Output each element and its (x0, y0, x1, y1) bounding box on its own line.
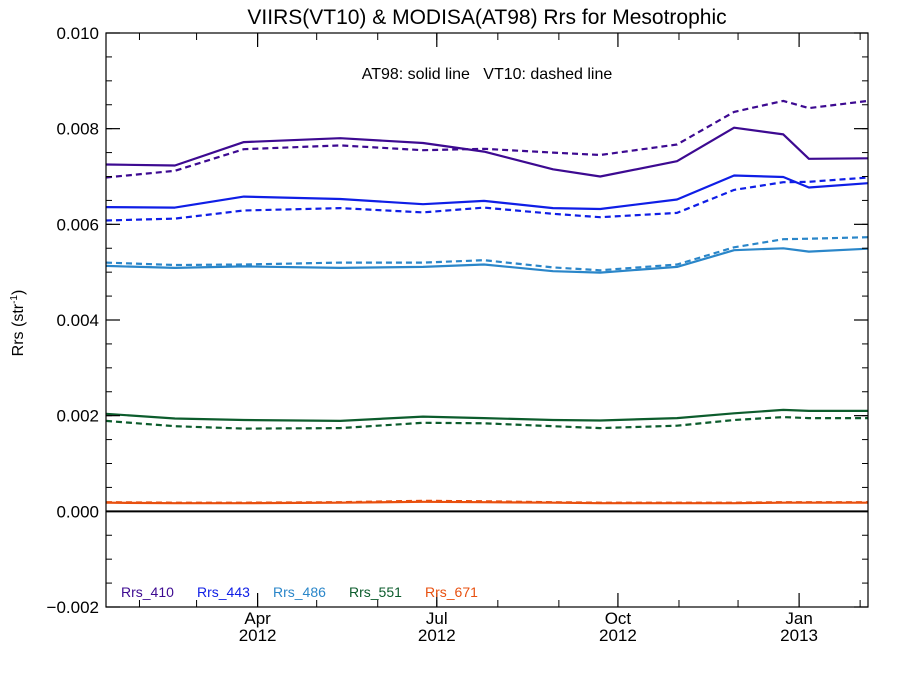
x-tick-label-year: 2013 (780, 626, 818, 645)
y-tick-label: 0.002 (56, 407, 99, 426)
legend-item-rrs_671: Rrs_671 (425, 584, 478, 600)
legend-item-rrs_410: Rrs_410 (121, 584, 174, 600)
y-axis-label-close: ) (10, 290, 27, 295)
series-line-rrs_443-dashed (105, 176, 869, 222)
x-tick-label-month: Jul (426, 609, 448, 628)
chart-subtitle: AT98: solid line VT10: dashed line (362, 66, 613, 83)
y-tick-label: 0.004 (56, 311, 99, 330)
y-axis-label-main: Rrs (str (10, 303, 27, 356)
y-axis-label: Rrs (str-1) (9, 290, 27, 357)
y-tick-label: −0.002 (47, 598, 99, 617)
svg-text:Rrs (str-1): Rrs (str-1) (9, 290, 27, 357)
y-tick-label: 0.000 (56, 502, 99, 521)
series-line-rrs_486-solid (105, 247, 869, 274)
chart-title: VIIRS(VT10) & MODISA(AT98) Rrs for Mesot… (247, 6, 726, 29)
y-axis-label-superscript: -1 (9, 295, 20, 304)
legend: Rrs_410 Rrs_443 Rrs_486 Rrs_551 Rrs_671 (121, 584, 478, 600)
series-line-rrs_551-solid (105, 408, 868, 422)
legend-item-rrs_551: Rrs_551 (349, 584, 402, 600)
legend-item-rrs_443: Rrs_443 (197, 584, 250, 600)
x-tick-label-month: Oct (605, 609, 632, 628)
y-tick-label: 0.006 (56, 215, 99, 234)
series-line-rrs_410-dashed (105, 99, 869, 179)
axes-layer: −0.0020.0000.0020.0040.0060.0080.010Apr2… (47, 24, 869, 645)
x-tick-label-month: Apr (244, 609, 271, 628)
x-tick-label-month: Jan (785, 609, 812, 628)
x-tick-label-year: 2012 (418, 626, 456, 645)
plot-frame (105, 32, 869, 608)
x-tick-label-year: 2012 (239, 626, 277, 645)
series-line-rrs_443-solid (105, 174, 869, 211)
series-layer (105, 99, 869, 505)
legend-item-rrs_486: Rrs_486 (273, 584, 326, 600)
y-tick-label: 0.010 (56, 24, 99, 43)
series-line-rrs_486-dashed (105, 236, 869, 272)
x-tick-label-year: 2012 (599, 626, 637, 645)
series-line-rrs_671-solid (105, 500, 868, 505)
y-tick-label: 0.008 (56, 120, 99, 139)
series-line-rrs_410-solid (105, 126, 869, 178)
